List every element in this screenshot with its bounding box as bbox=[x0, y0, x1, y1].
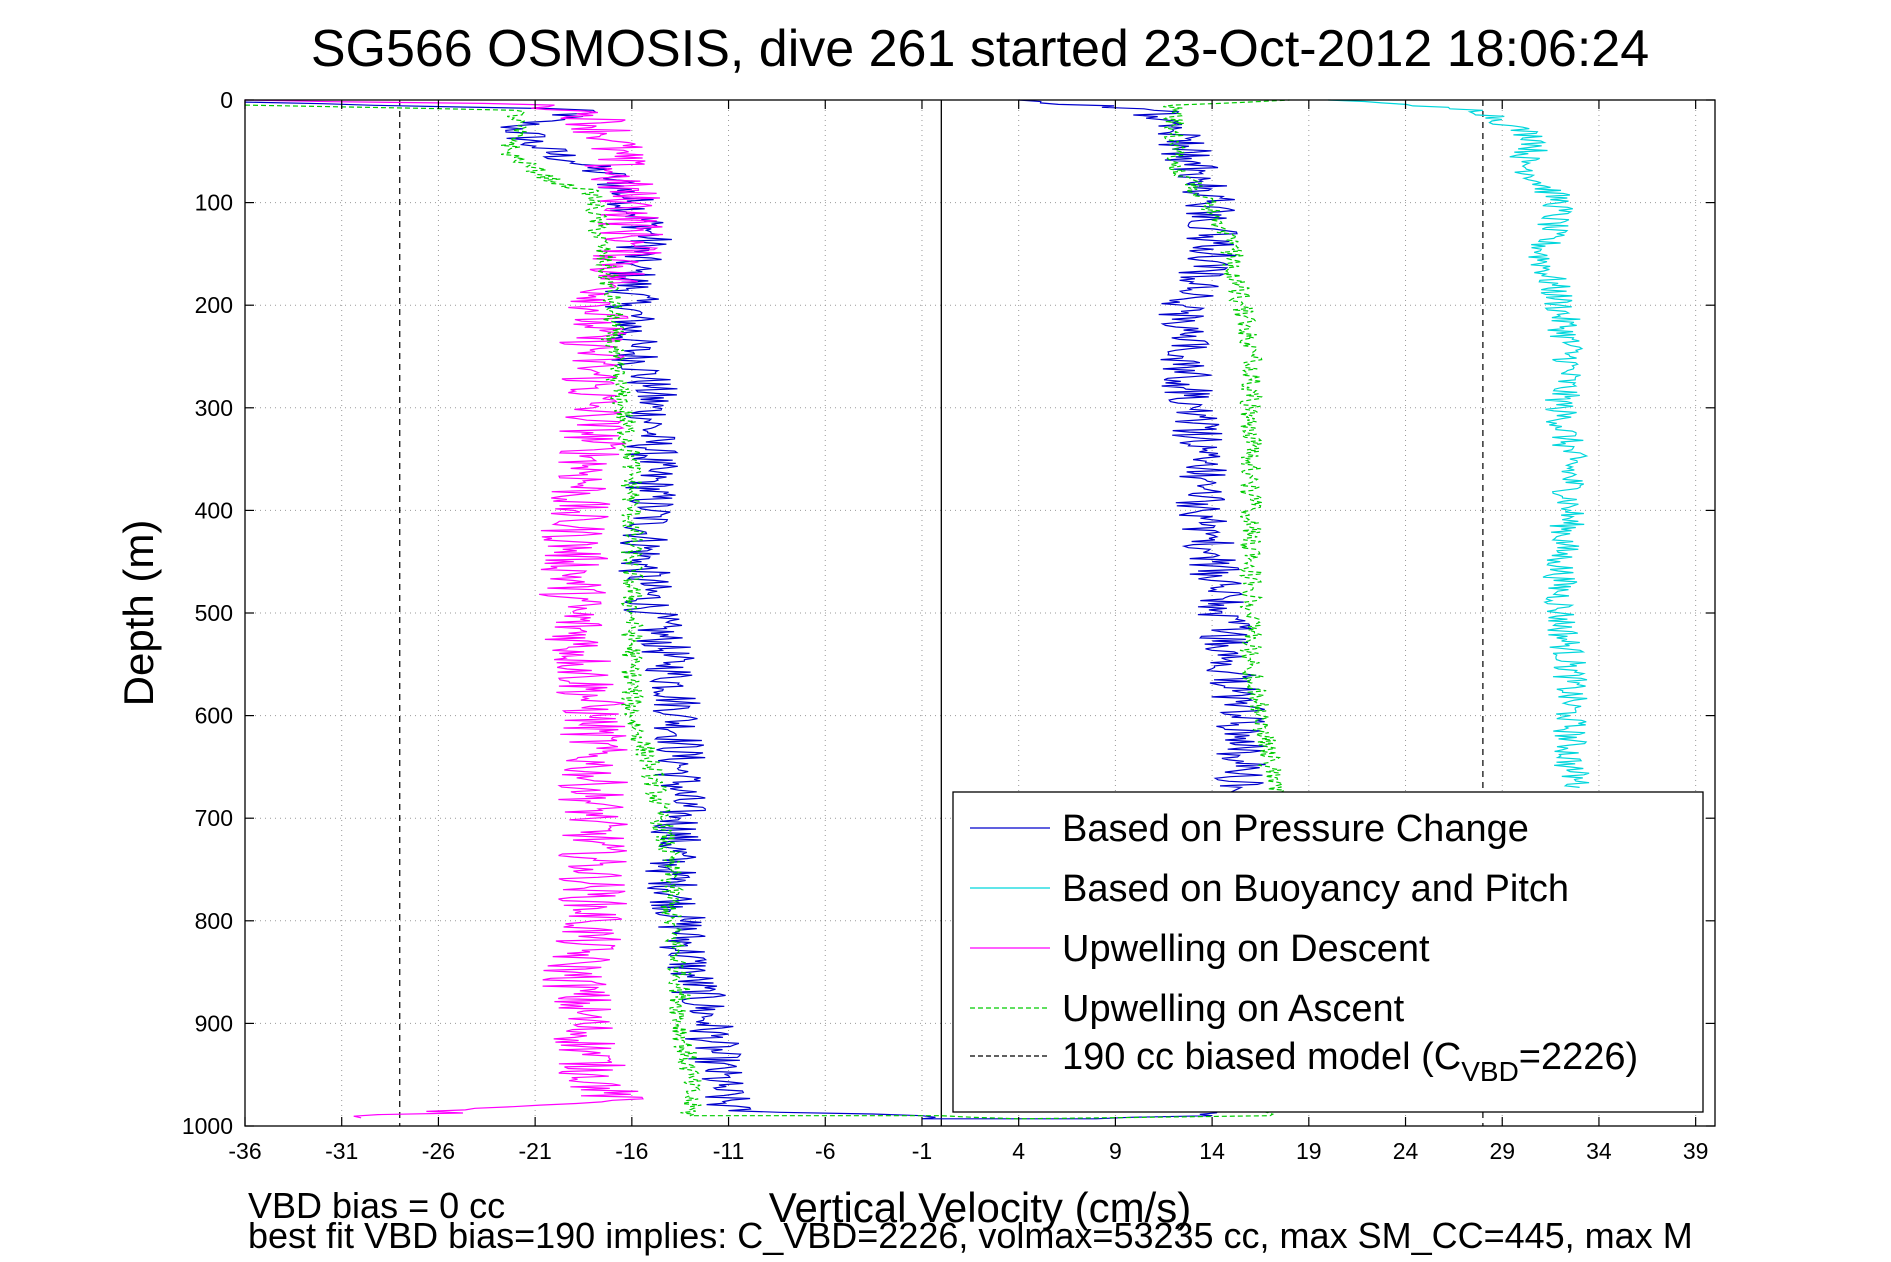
y-axis-label: Depth (m) bbox=[115, 520, 162, 707]
x-tick-label: -26 bbox=[422, 1138, 455, 1164]
x-tick-label: 9 bbox=[1109, 1138, 1122, 1164]
legend-label: Upwelling on Descent bbox=[1062, 928, 1430, 970]
y-tick-label: 500 bbox=[195, 600, 233, 626]
x-tick-label: 19 bbox=[1296, 1138, 1322, 1164]
footer-line-2: best fit VBD bias=190 implies: C_VBD=222… bbox=[248, 1215, 1693, 1256]
axis-ticks: -36 -31 -26 -21 -16 -11 -6 -1 4 9 14 19 24 29 34 39 0 100… bbox=[182, 87, 1715, 1164]
x-tick-label: -21 bbox=[519, 1138, 552, 1164]
x-tick-label: -16 bbox=[615, 1138, 648, 1164]
x-tick-label: -6 bbox=[815, 1138, 835, 1164]
footer-line-1: VBD bias = 0 cc bbox=[248, 1185, 505, 1226]
y-tick-label: 200 bbox=[195, 292, 233, 318]
legend-box bbox=[952, 791, 1704, 1113]
chart-title: SG566 OSMOSIS, dive 261 started 23-Oct-2… bbox=[311, 20, 1649, 78]
x-tick-label: 39 bbox=[1683, 1138, 1709, 1164]
x-tick-label: 34 bbox=[1586, 1138, 1612, 1164]
series-line-based-on-buoyancy-and-pitch bbox=[1328, 99, 1590, 788]
y-tick-label: 900 bbox=[195, 1010, 233, 1036]
y-tick-label: 100 bbox=[195, 190, 233, 216]
x-tick-label: -31 bbox=[325, 1138, 358, 1164]
series-line-upwelling-on-ascent bbox=[244, 99, 1291, 1120]
x-tick-label: -36 bbox=[228, 1138, 261, 1164]
legend-label: Based on Pressure Change bbox=[1062, 808, 1529, 850]
data-series bbox=[244, 99, 1590, 1120]
y-tick-label: 800 bbox=[195, 908, 233, 934]
x-tick-label: -11 bbox=[713, 1138, 745, 1164]
legend-label: Upwelling on Ascent bbox=[1062, 988, 1405, 1030]
x-axis-label: Vertical Velocity (cm/s) bbox=[769, 1184, 1191, 1231]
y-tick-label: 0 bbox=[220, 87, 233, 113]
x-tick-label: -1 bbox=[912, 1138, 932, 1164]
y-tick-label: 1000 bbox=[182, 1113, 233, 1139]
series-line-based-on-pressure-change bbox=[244, 99, 1268, 1120]
y-tick-label: 400 bbox=[195, 497, 233, 523]
x-tick-label: 29 bbox=[1489, 1138, 1515, 1164]
y-tick-label: 700 bbox=[195, 805, 233, 831]
y-tick-label: 300 bbox=[195, 395, 233, 421]
x-tick-label: 24 bbox=[1393, 1138, 1419, 1164]
legend-label: 190 cc biased model (CVBD=2226) bbox=[1062, 1036, 1638, 1087]
legend: Based on Pressure Change Based on Buoyanc… bbox=[952, 791, 1704, 1113]
x-tick-label: 14 bbox=[1199, 1138, 1225, 1164]
series-line-upwelling-on-descent bbox=[244, 99, 664, 1119]
reference-lines bbox=[399, 100, 1484, 1126]
legend-label: Based on Buoyancy and Pitch bbox=[1062, 868, 1569, 910]
x-tick-label: 4 bbox=[1012, 1138, 1025, 1164]
y-tick-label: 600 bbox=[195, 703, 233, 729]
